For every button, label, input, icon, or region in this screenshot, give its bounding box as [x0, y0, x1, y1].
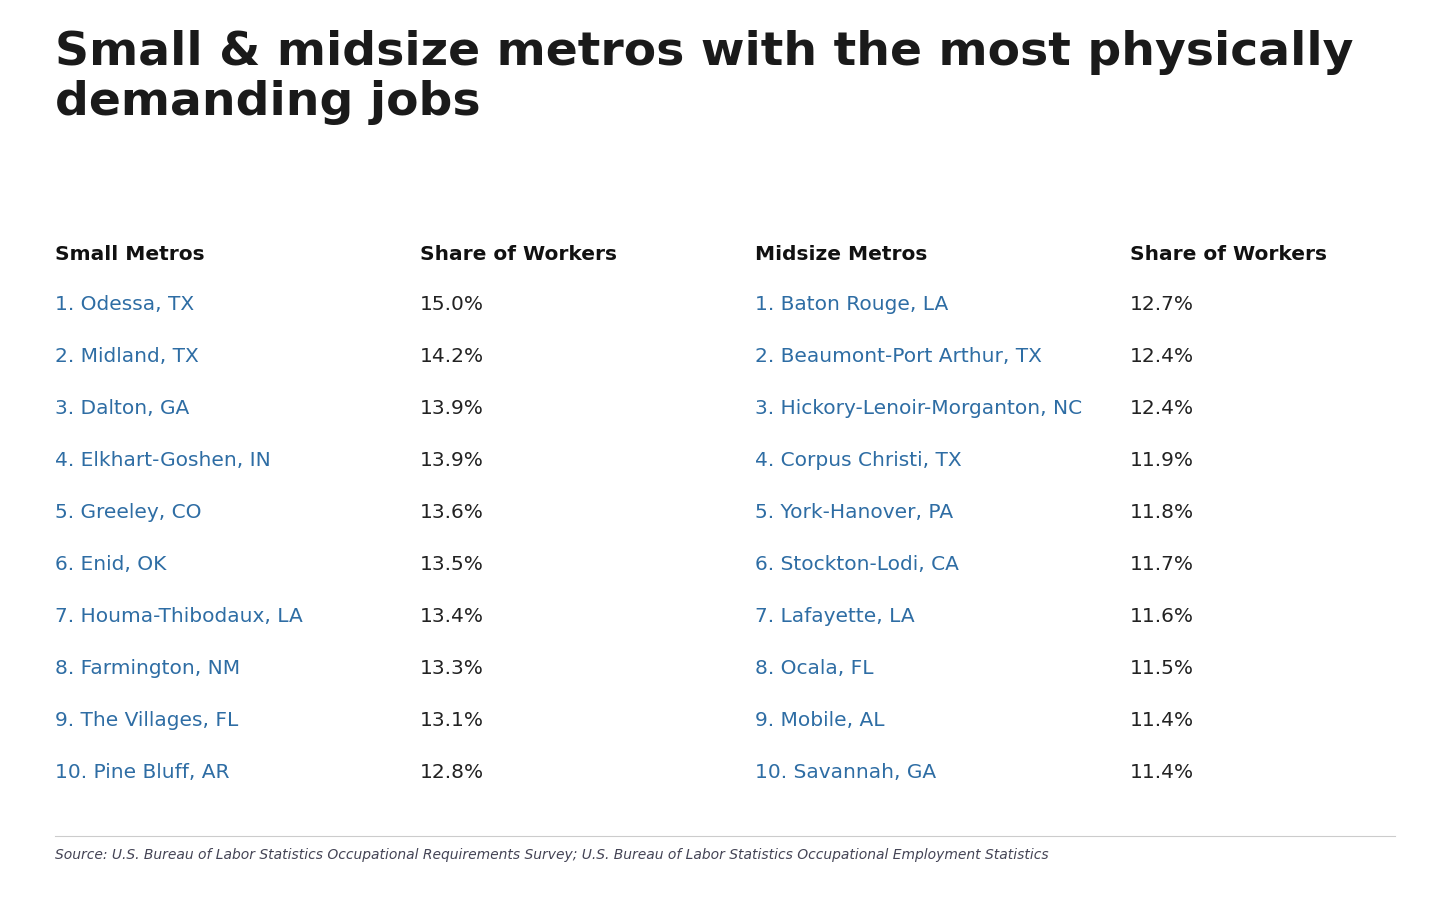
Text: 13.6%: 13.6% — [420, 503, 484, 522]
Text: 3. Hickory-Lenoir-Morganton, NC: 3. Hickory-Lenoir-Morganton, NC — [755, 399, 1082, 418]
Text: 4. Elkhart-Goshen, IN: 4. Elkhart-Goshen, IN — [55, 451, 271, 470]
Text: 6. Stockton-Lodi, CA: 6. Stockton-Lodi, CA — [755, 555, 958, 574]
Text: 8. Ocala, FL: 8. Ocala, FL — [755, 659, 873, 678]
Text: 2. Beaumont-Port Arthur, TX: 2. Beaumont-Port Arthur, TX — [755, 347, 1043, 366]
Text: Small & midsize metros with the most physically
demanding jobs: Small & midsize metros with the most phy… — [55, 30, 1353, 125]
Text: 11.7%: 11.7% — [1130, 555, 1193, 574]
Text: 12.4%: 12.4% — [1130, 347, 1195, 366]
Text: 11.8%: 11.8% — [1130, 503, 1195, 522]
Text: 10. Savannah, GA: 10. Savannah, GA — [755, 763, 937, 782]
Text: 1. Baton Rouge, LA: 1. Baton Rouge, LA — [755, 295, 948, 314]
Text: 11.9%: 11.9% — [1130, 451, 1193, 470]
Text: 12.8%: 12.8% — [420, 763, 484, 782]
Text: 3. Dalton, GA: 3. Dalton, GA — [55, 399, 190, 418]
Text: 2. Midland, TX: 2. Midland, TX — [55, 347, 199, 366]
Text: Midsize Metros: Midsize Metros — [755, 245, 928, 264]
Text: 7. Houma-Thibodaux, LA: 7. Houma-Thibodaux, LA — [55, 607, 303, 626]
Text: 12.7%: 12.7% — [1130, 295, 1193, 314]
Text: 13.1%: 13.1% — [420, 711, 484, 730]
Text: 1. Odessa, TX: 1. Odessa, TX — [55, 295, 194, 314]
Text: Share of Workers: Share of Workers — [420, 245, 618, 264]
Text: 11.5%: 11.5% — [1130, 659, 1193, 678]
Text: 10. Pine Bluff, AR: 10. Pine Bluff, AR — [55, 763, 229, 782]
Text: 9. Mobile, AL: 9. Mobile, AL — [755, 711, 884, 730]
Text: 12.4%: 12.4% — [1130, 399, 1195, 418]
Text: 14.2%: 14.2% — [420, 347, 484, 366]
Text: 4. Corpus Christi, TX: 4. Corpus Christi, TX — [755, 451, 961, 470]
Text: 6. Enid, OK: 6. Enid, OK — [55, 555, 167, 574]
Text: 11.4%: 11.4% — [1130, 711, 1195, 730]
Text: 13.9%: 13.9% — [420, 399, 484, 418]
Text: 13.4%: 13.4% — [420, 607, 484, 626]
Text: 13.9%: 13.9% — [420, 451, 484, 470]
Text: 13.3%: 13.3% — [420, 659, 484, 678]
Text: 13.5%: 13.5% — [420, 555, 484, 574]
Text: 9. The Villages, FL: 9. The Villages, FL — [55, 711, 238, 730]
Text: 11.6%: 11.6% — [1130, 607, 1193, 626]
Text: 15.0%: 15.0% — [420, 295, 484, 314]
Text: Share of Workers: Share of Workers — [1130, 245, 1327, 264]
Text: 7. Lafayette, LA: 7. Lafayette, LA — [755, 607, 915, 626]
Text: 5. York-Hanover, PA: 5. York-Hanover, PA — [755, 503, 953, 522]
Text: 11.4%: 11.4% — [1130, 763, 1195, 782]
Text: 5. Greeley, CO: 5. Greeley, CO — [55, 503, 202, 522]
Text: 8. Farmington, NM: 8. Farmington, NM — [55, 659, 241, 678]
Text: Source: U.S. Bureau of Labor Statistics Occupational Requirements Survey; U.S. B: Source: U.S. Bureau of Labor Statistics … — [55, 848, 1048, 862]
Text: Small Metros: Small Metros — [55, 245, 204, 264]
